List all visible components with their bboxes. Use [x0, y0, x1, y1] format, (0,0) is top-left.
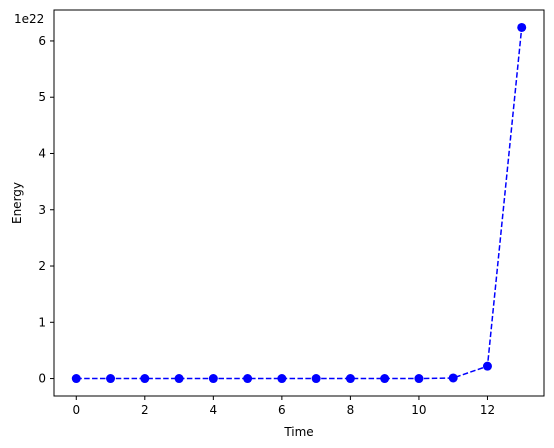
y-axis-ticks: 0 1 2 3 4 5 6: [38, 34, 54, 386]
y-tick-label: 1: [38, 315, 46, 329]
data-point: [106, 374, 116, 384]
x-tick-label: 6: [278, 403, 286, 417]
series-line: [76, 27, 523, 380]
x-axis-ticks: 0 2 4 6 8 10 12: [72, 396, 495, 417]
data-point: [208, 374, 218, 384]
y-tick-label: 2: [38, 259, 46, 273]
x-tick-label: 4: [210, 403, 218, 417]
plot-frame: [53, 9, 545, 397]
data-point: [448, 373, 458, 383]
y-tick-label: 4: [38, 146, 46, 160]
x-axis-label: Time: [283, 425, 313, 439]
data-point: [311, 374, 321, 384]
y-tick-label: 6: [38, 34, 46, 48]
data-point: [380, 374, 390, 384]
data-point: [482, 361, 492, 371]
data-point: [140, 374, 150, 384]
y-axis-label: Energy: [10, 182, 24, 224]
data-point: [414, 374, 424, 384]
x-tick-label: 0: [72, 403, 80, 417]
x-tick-label: 2: [141, 403, 149, 417]
data-point: [345, 374, 355, 384]
y-tick-label: 5: [38, 90, 46, 104]
data-point: [243, 374, 253, 384]
data-point: [71, 374, 81, 384]
data-point: [174, 374, 184, 384]
x-tick-label: 10: [411, 403, 426, 417]
plot-area-background: [54, 10, 544, 396]
y-tick-label: 3: [38, 203, 46, 217]
x-tick-label: 12: [480, 403, 495, 417]
data-point: [517, 22, 527, 32]
series-layer: [71, 22, 527, 384]
data-point: [277, 374, 287, 384]
x-tick-label: 8: [347, 403, 355, 417]
y-tick-label: 0: [38, 372, 46, 386]
y-axis-offset-label: 1e22: [14, 12, 44, 26]
